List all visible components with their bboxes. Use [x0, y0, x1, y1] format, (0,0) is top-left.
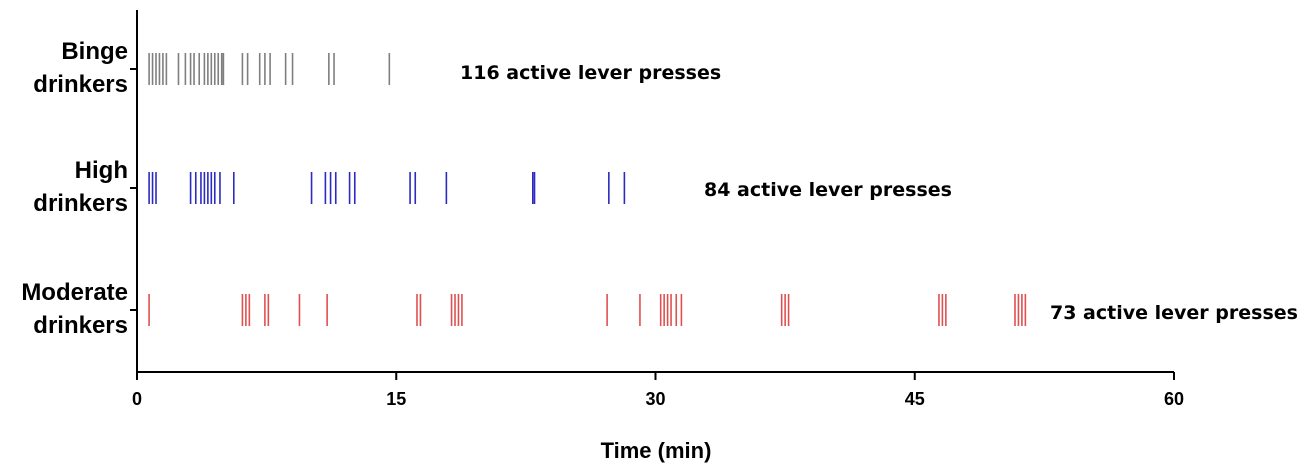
raster-row: High drinkers 84 active lever presses	[33, 157, 952, 217]
row-label-line2: drinkers	[33, 71, 128, 98]
x-axis-title: Time (min)	[601, 438, 712, 463]
raster-rows: Binge drinkers 116 active lever presses Hig…	[21, 38, 1298, 339]
y-axis-ticks	[130, 68, 137, 311]
x-tick-label: 15	[386, 389, 406, 409]
row-label-line2: drinkers	[33, 190, 128, 217]
lever-press-count: 73 active lever presses	[1050, 302, 1298, 324]
raster-row: Binge drinkers 116 active lever presses	[33, 38, 721, 98]
row-label-line1: Moderate	[21, 279, 128, 306]
x-tick-label: 60	[1164, 389, 1184, 409]
x-tick-label: 45	[905, 389, 925, 409]
row-label-line1: Binge	[61, 38, 128, 65]
x-tick-label: 30	[645, 389, 665, 409]
raster-row: Moderate drinkers 73 active lever presses	[21, 279, 1298, 339]
row-label-line2: drinkers	[33, 312, 128, 339]
row-label-line1: High	[75, 157, 128, 184]
lever-press-count: 84 active lever presses	[704, 179, 952, 201]
lever-press-count: 116 active lever presses	[460, 62, 721, 84]
x-axis-ticks: 0 15 30 45 60	[132, 372, 1184, 409]
x-tick-label: 0	[132, 389, 142, 409]
